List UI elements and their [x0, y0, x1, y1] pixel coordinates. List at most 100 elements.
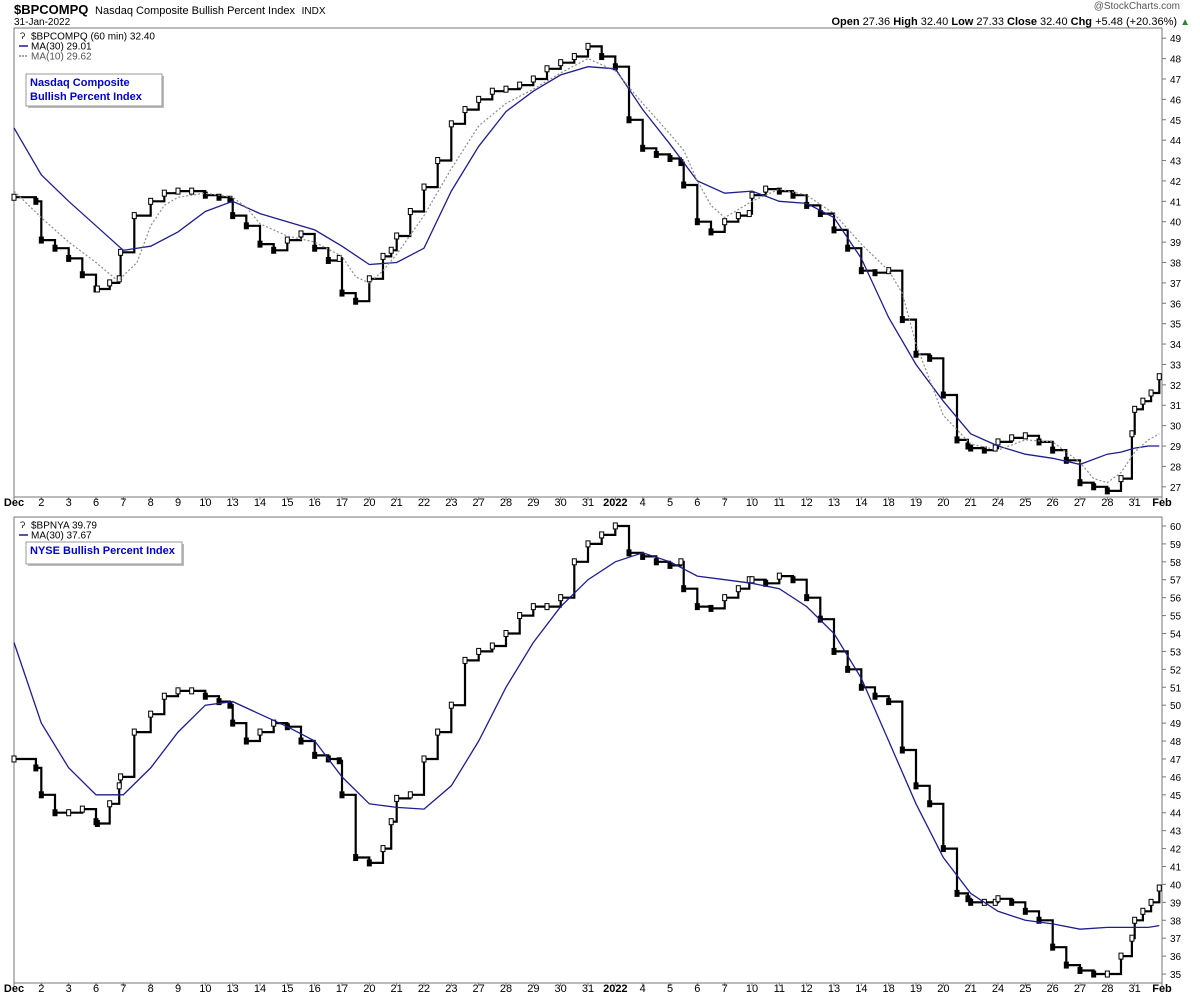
price-candle [298, 230, 304, 238]
price-candle [708, 228, 714, 236]
price-candle [1091, 483, 1097, 491]
price-candle [1091, 970, 1097, 978]
y-tick-label: 53 [1170, 647, 1182, 658]
price-candle [653, 150, 659, 158]
price-candle [503, 85, 509, 93]
y-tick-label: 54 [1170, 630, 1182, 641]
legend-entry-ma10: MA(10) 29.62 [31, 52, 92, 63]
price-candle [1050, 446, 1056, 454]
x-tick-label: 28 [500, 497, 512, 509]
open-value: 27.36 [862, 16, 891, 28]
price-candle [421, 183, 427, 191]
x-tick-label: Feb [1152, 983, 1172, 995]
price-candle [899, 746, 905, 754]
price-candle [216, 698, 222, 706]
x-tick-label: 7 [120, 497, 126, 509]
price-candle [1156, 373, 1162, 381]
price-candle [872, 692, 878, 700]
price-candle [312, 244, 318, 252]
x-tick-label: 2 [38, 983, 44, 995]
price-candle [257, 240, 263, 248]
price-candle [353, 297, 359, 305]
price-candle [107, 279, 113, 287]
price-candle [612, 522, 618, 530]
price-candle [202, 692, 208, 700]
y-tick-label: 43 [1170, 157, 1182, 168]
price-candle [845, 665, 851, 673]
plot-frame [13, 516, 1163, 984]
x-tick-label: 26 [1047, 497, 1059, 509]
price-candle [11, 755, 17, 763]
price-candle [161, 692, 167, 700]
x-tick-label: 10 [746, 497, 758, 509]
price-candle [1132, 916, 1138, 924]
price-candle [517, 612, 523, 620]
price-candle [380, 845, 386, 853]
price-candle [1148, 898, 1154, 906]
x-tick-label: 13 [227, 497, 239, 509]
price-candle [118, 248, 124, 256]
x-tick-label: 19 [910, 983, 922, 995]
x-tick-label: 21 [391, 497, 403, 509]
price-candle [544, 65, 550, 73]
symbol-label: $BPCOMPQ [14, 2, 89, 17]
y-tick-label: 39 [1170, 238, 1182, 249]
close-value: 32.40 [1040, 16, 1068, 28]
price-candle [116, 782, 122, 790]
price-candle [913, 350, 919, 358]
y-tick-label: 35 [1170, 970, 1182, 981]
legend-entry-ma30: MA(30) 29.01 [31, 42, 92, 53]
price-candle [1050, 943, 1056, 951]
price-candle [995, 895, 1001, 903]
price-candle [148, 197, 154, 205]
up-arrow-icon: ▲ [1180, 17, 1190, 28]
price-candle [312, 751, 318, 759]
price-candle [927, 354, 933, 362]
high-label: High [893, 16, 918, 28]
y-tick-label: 41 [1170, 863, 1182, 874]
y-tick-label: 36 [1170, 299, 1182, 310]
x-tick-label: 2022 [603, 497, 627, 509]
x-tick-label: 28 [1101, 983, 1113, 995]
price-candle [107, 800, 113, 808]
price-candle [681, 181, 687, 189]
y-tick-label: 30 [1170, 422, 1182, 433]
x-tick-label: 22 [418, 497, 430, 509]
price-candle [339, 791, 345, 799]
price-candle [746, 210, 752, 218]
price-candle [33, 197, 39, 205]
x-tick-label: 24 [992, 983, 1004, 995]
price-candle [1148, 389, 1154, 397]
x-tick-label: 4 [640, 497, 646, 509]
x-tick-label: 16 [309, 983, 321, 995]
price-candle [735, 212, 741, 220]
x-tick-label: 11 [774, 497, 785, 509]
price-candle [845, 244, 851, 252]
high-value: 32.40 [920, 16, 949, 28]
y-tick-label: 57 [1170, 576, 1182, 587]
x-tick-label: 6 [93, 983, 99, 995]
y-tick-label: 45 [1170, 791, 1182, 802]
price-candle [216, 193, 222, 201]
x-tick-label: 12 [801, 983, 813, 995]
price-candle [831, 647, 837, 655]
price-candle [1156, 884, 1162, 892]
x-tick-label: 5 [667, 983, 673, 995]
x-tick-label: 17 [336, 983, 348, 995]
price-candle [1022, 907, 1028, 915]
price-candle [284, 236, 290, 244]
price-candle [435, 157, 441, 165]
price-candle [544, 603, 550, 611]
x-tick-label: 2022 [603, 983, 627, 995]
price-candle [530, 75, 536, 83]
price-candle [678, 558, 684, 566]
price-candle [571, 53, 577, 61]
price-candle [388, 818, 394, 826]
x-tick-label: 17 [336, 497, 348, 509]
y-tick-label: 56 [1170, 594, 1182, 605]
panel-title-text: Bullish Percent Index [30, 91, 143, 103]
y-tick-label: 40 [1170, 218, 1182, 229]
price-candle [913, 782, 919, 790]
price-candle [394, 794, 400, 802]
